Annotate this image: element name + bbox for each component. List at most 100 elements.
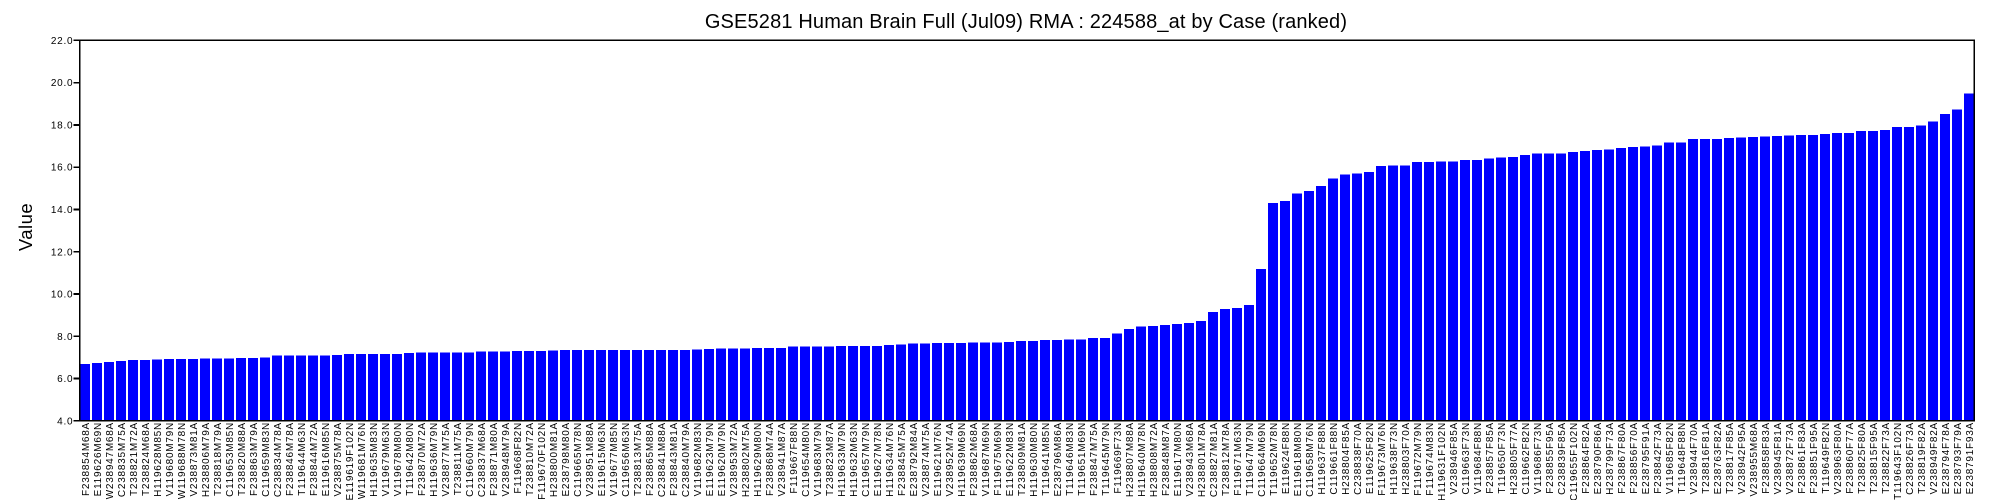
svg-text:F238870M72A: F238870M72A [417,422,428,496]
svg-text:T238813M75A: T238813M75A [633,422,644,496]
svg-text:T119647M79N: T119647M79N [1245,422,1256,496]
svg-text:E119616M85N: E119616M85N [321,422,332,496]
svg-text:C238837M68A: C238837M68A [477,422,488,497]
svg-text:T238818M79A: T238818M79A [213,422,224,496]
svg-text:C119658M76N: C119658M76N [1305,422,1316,497]
svg-text:T238817F85A: T238817F85A [1725,422,1736,494]
svg-text:V119682M83N: V119682M83N [693,422,704,496]
svg-text:V238875M78A: V238875M78A [333,422,344,497]
svg-text:C119655F102N: C119655F102N [1569,422,1580,500]
svg-text:T119644M63N: T119644M63N [297,422,308,496]
svg-text:H238806M79A: H238806M79A [201,422,212,497]
svg-text:H238802M75A: H238802M75A [741,422,752,497]
svg-text:T238811M75A: T238811M75A [453,422,464,495]
svg-text:E238790F86A: E238790F86A [1593,422,1604,494]
svg-text:V119687M69N: V119687M69N [981,422,992,496]
svg-text:F238861F83A: F238861F83A [1797,422,1808,494]
svg-text:T119651M69N: T119651M69N [1077,422,1088,496]
svg-text:F119668F82N: F119668F82N [513,422,524,494]
svg-text:F238856F70A: F238856F70A [1629,422,1640,494]
svg-text:C238839F85A: C238839F85A [1557,422,1568,495]
svg-text:C238826F73A: C238826F73A [1905,422,1916,495]
svg-text:18.0: 18.0 [51,121,73,132]
svg-text:V119677M85N: V119677M85N [609,422,620,496]
svg-text:H119633M79N: H119633M79N [837,422,848,497]
svg-text:E238798M80A: E238798M80A [561,422,572,497]
svg-text:E238796M86A: E238796M86A [1053,422,1064,497]
svg-text:F238864F82A: F238864F82A [1581,422,1592,494]
svg-text:V238963F80A: V238963F80A [1833,422,1844,494]
svg-text:H238808M72A: H238808M72A [1149,422,1160,497]
svg-text:H119638F73N: H119638F73N [1389,422,1400,495]
svg-text:F119674M83N: F119674M83N [1425,422,1436,496]
svg-text:T238825F80A: T238825F80A [1857,422,1868,494]
svg-text:H119629M80N: H119629M80N [753,422,764,497]
svg-text:C119659M83N: C119659M83N [261,422,272,497]
svg-text:8.0: 8.0 [57,332,73,343]
svg-text:V119685F82N: V119685F82N [1665,422,1676,494]
svg-text:T238824M68A: T238824M68A [141,422,152,496]
svg-text:F238855F95A: F238855F95A [1545,422,1556,494]
svg-text:E238763F82A: E238763F82A [1713,422,1724,494]
svg-text:H119628M85N: H119628M85N [153,422,164,497]
svg-text:T119641M85N: T119641M85N [1041,422,1052,496]
svg-text:V238946F85A: V238946F85A [1449,422,1460,494]
svg-text:10.0: 10.0 [51,290,73,301]
svg-text:C238838F70A: C238838F70A [1353,422,1364,495]
svg-text:V238953M72A: V238953M72A [729,422,740,497]
svg-text:E119623M79N: E119623M79N [705,422,716,496]
svg-text:T119642M80N: T119642M80N [405,422,416,496]
svg-text:F238863M79A: F238863M79A [249,422,260,496]
svg-text:F119669F73N: F119669F73N [1113,422,1124,494]
svg-text:T238821M72A: T238821M72A [129,422,140,496]
svg-text:T238819F82A: T238819F82A [1917,422,1928,494]
svg-text:T238820M88A: T238820M88A [237,422,248,496]
svg-text:V238952M74A: V238952M74A [945,422,956,497]
svg-text:H238801M78A: H238801M78A [1197,422,1208,497]
svg-text:F238844M72A: F238844M72A [309,422,320,496]
svg-text:V238949F82A: V238949F82A [1929,422,1940,494]
svg-text:H238803F70A: H238803F70A [1401,422,1412,495]
svg-text:E119617M80N: E119617M80N [1173,422,1184,496]
svg-text:20.0: 20.0 [51,78,73,89]
svg-text:C238840M79A: C238840M79A [681,422,692,497]
svg-text:F238857F85A: F238857F85A [1485,422,1496,494]
svg-text:C119661F88N: C119661F88N [1329,422,1340,495]
svg-text:V238873M81A: V238873M81A [189,422,200,497]
svg-text:T119652M78N: T119652M78N [1269,422,1280,496]
svg-text:W119688M78N: W119688M78N [177,422,188,499]
svg-text:14.0: 14.0 [51,205,73,216]
svg-text:E119621M76N: E119621M76N [933,422,944,496]
svg-text:T238816F81A: T238816F81A [1701,422,1712,494]
svg-text:H238807M88A: H238807M88A [1125,422,1136,497]
svg-text:V119683M79N: V119683M79N [813,422,824,496]
svg-text:F119672M79N: F119672M79N [1413,422,1424,496]
svg-text:C119665M78N: C119665M78N [573,422,584,497]
svg-text:T119648F88N: T119648F88N [1677,422,1688,494]
svg-text:C238827M81A: C238827M81A [1209,422,1220,497]
svg-text:C238841M88A: C238841M88A [657,422,668,497]
svg-text:H238800M81A: H238800M81A [549,422,560,497]
svg-text:V238941M87A: V238941M87A [777,422,788,497]
svg-text:Value: Value [15,203,36,251]
svg-text:F238845M75A: F238845M75A [897,422,908,496]
svg-text:T119649F82N: T119649F82N [1821,422,1832,494]
svg-text:H119632M63N: H119632M63N [849,422,860,497]
svg-text:H119639M69N: H119639M69N [957,422,968,497]
svg-text:F119673M76N: F119673M76N [1377,422,1388,496]
svg-text:T238823M87A: T238823M87A [825,422,836,496]
svg-text:F238847M75A: F238847M75A [1089,422,1100,496]
svg-text:V238944F70A: V238944F70A [1689,422,1700,494]
svg-text:T238810M72A: T238810M72A [525,422,536,496]
svg-text:E119619F102N: E119619F102N [345,422,356,500]
svg-text:C119660M79N: C119660M79N [465,422,476,497]
svg-text:V238874M75A: V238874M75A [921,422,932,497]
svg-text:12.0: 12.0 [51,247,73,258]
svg-text:E119622M83N: E119622M83N [1005,422,1016,496]
svg-text:C238834M78A: C238834M78A [273,422,284,497]
svg-text:V119679M63N: V119679M63N [381,422,392,496]
svg-text:F238848M87A: F238848M87A [1161,422,1172,496]
svg-text:V119684F88N: V119684F88N [1473,422,1484,494]
svg-text:C119654M80N: C119654M80N [801,422,812,497]
svg-text:V238948M79A: V238948M79A [501,422,512,497]
